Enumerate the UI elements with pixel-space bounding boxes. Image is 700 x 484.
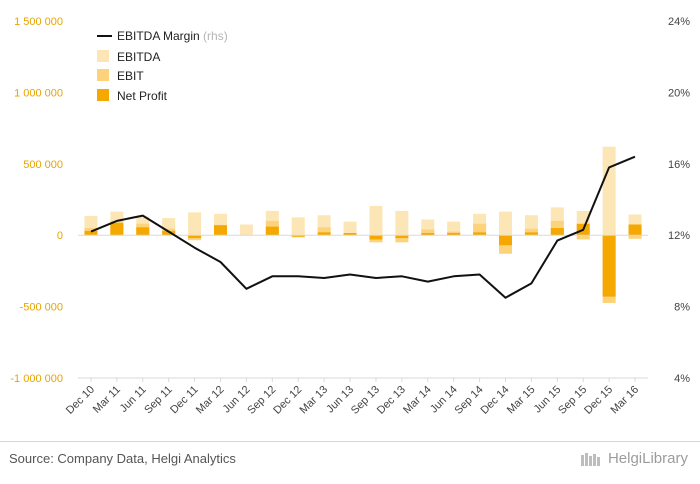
bar-net-profit	[110, 223, 124, 236]
right-tick-label: 12%	[668, 230, 690, 242]
left-axis-ticks: 1 500 000 1 000 000 500 000 0 -500 000 -1 000…	[10, 16, 63, 385]
bar-ebit	[628, 235, 642, 239]
library-icon	[580, 452, 600, 466]
chart: 1 500 000 1 000 000 500 000 0 -500 000 -1 000…	[10, 16, 690, 417]
x-tick-label: Sep 11	[142, 384, 175, 417]
footer: Source: Company Data, Helgi Analytics He…	[0, 441, 700, 484]
bar-ebit	[395, 235, 409, 243]
bar-ebitda	[343, 221, 357, 236]
x-tick-label: Mar 12	[194, 384, 227, 417]
bar-net-profit	[84, 230, 98, 236]
right-axis-ticks: 24% 20% 16% 12% 8% 4%	[668, 16, 690, 385]
legend-swatch-ebitda	[97, 50, 109, 62]
legend-label-ebit: EBIT	[117, 69, 144, 83]
left-tick-label: -500 000	[20, 302, 63, 314]
x-tick-label: Mar 15	[505, 384, 538, 417]
legend-swatch-ebit	[97, 69, 109, 81]
bar-net-profit	[602, 235, 616, 297]
right-tick-label: 4%	[674, 373, 690, 385]
right-tick-label: 8%	[674, 302, 690, 314]
bar-net-profit	[265, 226, 279, 236]
left-tick-label: 0	[57, 230, 63, 242]
brand-logo[interactable]: HelgiLibrary	[580, 450, 688, 467]
bar-net-profit	[421, 233, 435, 236]
legend-label-ebitda: EBITDA	[117, 50, 160, 64]
bar-ebit	[473, 223, 487, 236]
bar-net-profit	[291, 235, 305, 237]
bar-net-profit	[136, 227, 150, 236]
bar-ebit	[421, 229, 435, 236]
x-tick-label: Mar 11	[91, 384, 123, 416]
bar-net-profit	[550, 228, 564, 236]
brand-name: HelgiLibrary	[607, 450, 688, 467]
bar-ebitda	[499, 211, 512, 236]
legend-label-net-profit: Net Profit	[117, 89, 168, 103]
margin-line-series	[90, 155, 636, 299]
bar-net-profit	[188, 235, 202, 239]
bar-net-profit	[473, 232, 487, 236]
bar-ebitda	[395, 210, 409, 236]
left-tick-label: 500 000	[23, 159, 63, 171]
bar-ebit	[317, 227, 331, 236]
x-tick-label: Dec 13	[375, 384, 408, 417]
left-tick-label: 1 000 000	[14, 87, 63, 99]
x-tick-label: Dec 12	[271, 384, 304, 417]
right-tick-label: 24%	[668, 16, 690, 28]
bar-ebitda	[291, 217, 305, 236]
x-tick-label: Dec 15	[582, 384, 615, 417]
bar-net-profit	[317, 232, 331, 236]
x-tick-label: Dec 11	[168, 384, 201, 417]
legend-swatch-net-profit	[97, 89, 109, 101]
bar-ebitda	[602, 146, 616, 236]
right-tick-label: 16%	[668, 159, 690, 171]
left-tick-label: -1 000 000	[10, 373, 63, 385]
x-tick-label: Dec 10	[64, 384, 97, 417]
bar-net-profit	[214, 225, 227, 236]
line-ebitda-margin	[90, 155, 636, 299]
right-tick-label: 20%	[668, 87, 690, 99]
bar-net-profit	[369, 235, 383, 240]
bar-net-profit	[395, 235, 409, 239]
x-tick-label: Mar 13	[298, 384, 331, 417]
bar-ebit	[524, 228, 538, 236]
bar-net-profit	[343, 233, 357, 236]
bar-net-profit	[447, 233, 461, 236]
bar-ebitda	[188, 212, 202, 236]
legend: EBITDA Margin (rhs) EBITDA EBIT Net Prof…	[97, 29, 228, 103]
bar-ebit	[576, 235, 590, 240]
bar-net-profit	[499, 235, 512, 246]
bar-ebitda	[369, 205, 383, 236]
bar-ebitda	[239, 224, 253, 236]
bar-series	[84, 146, 642, 304]
left-tick-label: 1 500 000	[14, 16, 63, 28]
legend-label-ebitda-margin: EBITDA Margin (rhs)	[117, 29, 228, 43]
source-note: Source: Company Data, Helgi Analytics	[9, 451, 236, 466]
x-tick-label: Mar 16	[608, 384, 641, 417]
bar-net-profit	[162, 230, 176, 236]
x-tick-label: Dec 14	[478, 384, 511, 417]
bar-net-profit	[628, 224, 642, 236]
bar-net-profit	[524, 232, 538, 236]
x-tick-label: Mar 14	[401, 384, 434, 417]
